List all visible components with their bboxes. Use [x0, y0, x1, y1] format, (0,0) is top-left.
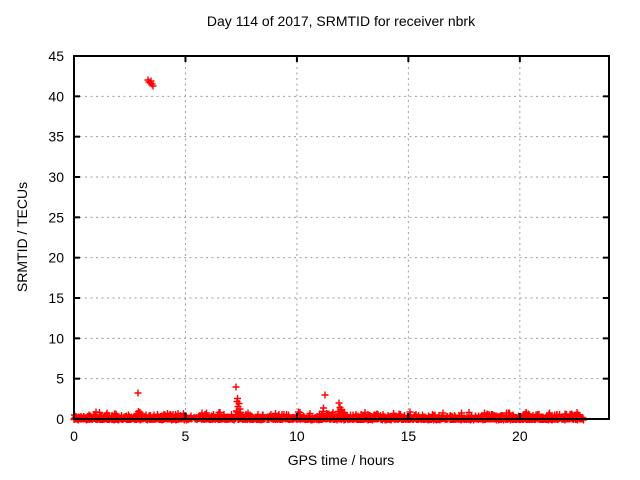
x-tick-label-10: 10 [289, 428, 305, 444]
plot-border [73, 55, 610, 420]
y-tick-label-20: 20 [48, 250, 64, 266]
y-tick-label-35: 35 [48, 129, 64, 145]
y-tick-label-10: 10 [48, 330, 64, 346]
srmtid-data-markers [70, 76, 587, 424]
tick-labels: 0 5 10 15 20 0 5 10 15 20 25 30 35 40 45 [48, 48, 527, 444]
y-tick-label-15: 15 [48, 290, 64, 306]
y-tick-label-45: 45 [48, 48, 64, 64]
scatter-points-series [70, 76, 587, 424]
x-tick-label-5: 5 [182, 428, 190, 444]
grid-lines [74, 56, 609, 419]
chart-title: Day 114 of 2017, SRMTID for receiver nbr… [207, 13, 476, 29]
plot-frame-and-ticks [73, 55, 610, 420]
y-tick-label-0: 0 [56, 411, 64, 427]
y-axis-label: SRMTID / TECUs [14, 182, 30, 292]
y-tick-label-40: 40 [48, 88, 64, 104]
x-tick-label-0: 0 [70, 428, 78, 444]
y-tick-label-25: 25 [48, 209, 64, 225]
x-tick-label-20: 20 [512, 428, 528, 444]
y-tick-label-30: 30 [48, 169, 64, 185]
x-tick-label-15: 15 [401, 428, 417, 444]
y-tick-label-5: 5 [56, 371, 64, 387]
x-axis-label: GPS time / hours [288, 452, 395, 468]
